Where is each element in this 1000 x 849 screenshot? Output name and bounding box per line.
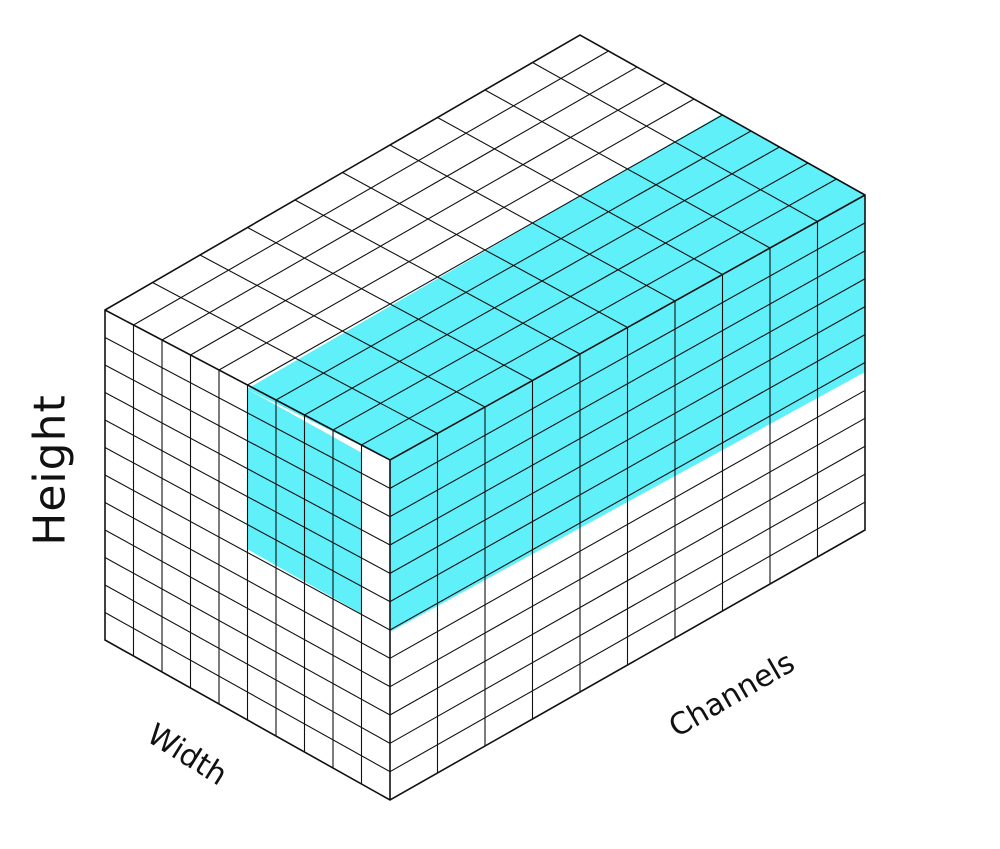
grid-line — [389, 389, 866, 659]
grid-line — [389, 501, 866, 773]
grid-line — [104, 529, 391, 688]
grid-line — [104, 584, 391, 744]
grid-line — [342, 172, 628, 328]
grid-lines-right — [389, 221, 866, 773]
grid-line — [104, 364, 391, 518]
grid-line — [389, 250, 866, 518]
grid-line — [104, 474, 391, 631]
highlight-top — [247, 114, 865, 460]
grid-line — [104, 502, 391, 659]
height-axis-label: Height — [24, 394, 76, 546]
grid-line — [532, 62, 818, 222]
grid-line — [104, 419, 391, 574]
grid-line — [389, 144, 676, 302]
grid-line — [104, 612, 391, 773]
grid-line — [104, 392, 391, 546]
grid-lines-top — [133, 50, 837, 446]
grid-line — [199, 254, 486, 408]
grid-line — [389, 362, 866, 631]
grid-line — [389, 417, 866, 688]
grid-line — [152, 282, 438, 434]
grid-line — [389, 222, 866, 489]
grid-line — [484, 89, 771, 249]
grid-lines-front — [104, 325, 391, 784]
grid-line — [389, 306, 866, 574]
grid-line — [389, 473, 866, 744]
grid-line — [389, 334, 866, 603]
grid-line — [389, 445, 866, 716]
grid-line — [104, 337, 391, 489]
grid-line — [104, 447, 391, 603]
grid-line — [104, 557, 391, 716]
grid-line — [247, 227, 533, 381]
grid-line — [294, 199, 581, 355]
grid-line — [437, 117, 723, 275]
cube-outline — [104, 34, 866, 801]
grid-line — [389, 278, 866, 546]
